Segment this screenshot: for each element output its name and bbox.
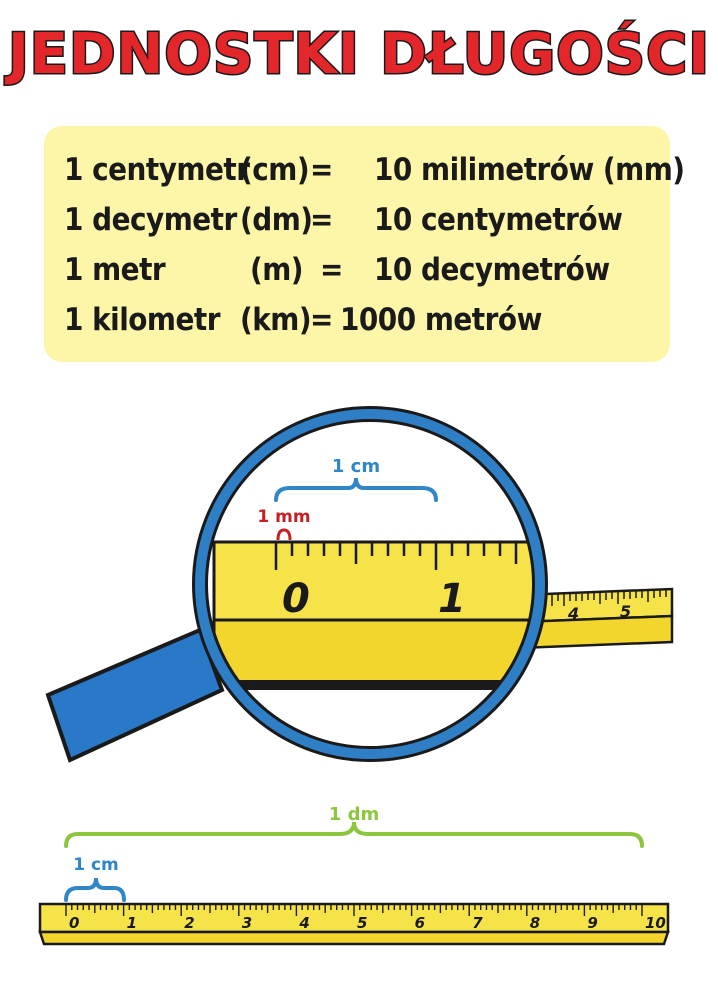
ruler-number: 10: [645, 914, 666, 932]
lens-view: 0 1: [212, 540, 540, 690]
magnifier-lens-icon: [195, 409, 545, 759]
cm-label-small: 1 cm: [73, 855, 119, 875]
cm-bracket-small-icon: [64, 877, 126, 902]
mm-label: 1 mm: [257, 507, 310, 527]
unit-symbol: (m): [250, 252, 304, 288]
unit-name: 1 decymetr: [64, 202, 237, 238]
ruler-number: 7: [472, 914, 483, 932]
equals-sign: =: [310, 202, 333, 238]
unit-symbol: (dm): [240, 202, 313, 238]
unit-value: 10 milimetrów (mm): [374, 152, 685, 188]
ruler-number: 4: [298, 914, 309, 932]
ruler-number: 0: [69, 914, 79, 932]
bottom-ruler-illustration: 1 dm 1 cm 0 1 2 3 4 5 6 7 8 9 10: [38, 804, 670, 946]
ruler-number: 8: [530, 914, 540, 932]
ruler-number: 3: [242, 914, 252, 932]
ruler-number: 5: [357, 914, 367, 932]
ruler-numbers: 0 1 2 3 4 5 6 7 8 9 10: [69, 914, 666, 932]
unit-symbol: (km): [240, 302, 312, 338]
dm-label: 1 dm: [329, 804, 379, 825]
unit-symbol: (cm): [240, 152, 310, 188]
ruler-number: 1: [127, 914, 137, 932]
cm-label: 1 cm: [332, 456, 380, 477]
ruler-side-face: [38, 930, 670, 946]
magnifier-illustration: 4 5 0 1 1 cm 1: [45, 406, 674, 763]
ruler-one-label: 1: [438, 576, 466, 622]
mm-bracket-icon: [276, 528, 292, 541]
unit-value: 10 centymetrów: [374, 202, 623, 238]
unit-name: 1 metr: [64, 252, 166, 288]
cm-bracket-icon: [274, 477, 438, 502]
unit-name: 1 centymetr: [64, 152, 250, 188]
page-title: JEDNOSTKI DŁUGOŚCI: [6, 21, 711, 89]
units-table: 1 centymetr (cm) = 10 milimetrów (mm) 1 …: [44, 126, 685, 362]
ruler-zero-label: 0: [282, 576, 310, 622]
unit-name: 1 kilometr: [64, 302, 221, 338]
ruler-number: 4: [567, 604, 579, 623]
ruler-ticks: [65, 904, 643, 916]
dm-bracket-icon: [64, 821, 644, 848]
ruler-outside-lens: 4 5: [518, 587, 674, 650]
unit-value: 10 decymetrów: [374, 252, 610, 288]
ruler-number: 6: [415, 914, 425, 932]
equals-sign: =: [310, 152, 333, 188]
magnifier-handle-icon: [45, 627, 225, 763]
equals-sign: =: [310, 302, 333, 338]
unit-value: 1000 metrów: [340, 302, 542, 338]
equals-sign: =: [320, 252, 343, 288]
ruler-number: 2: [184, 914, 194, 932]
ruler-number: 5: [620, 602, 631, 621]
ruler-number: 9: [587, 914, 597, 932]
